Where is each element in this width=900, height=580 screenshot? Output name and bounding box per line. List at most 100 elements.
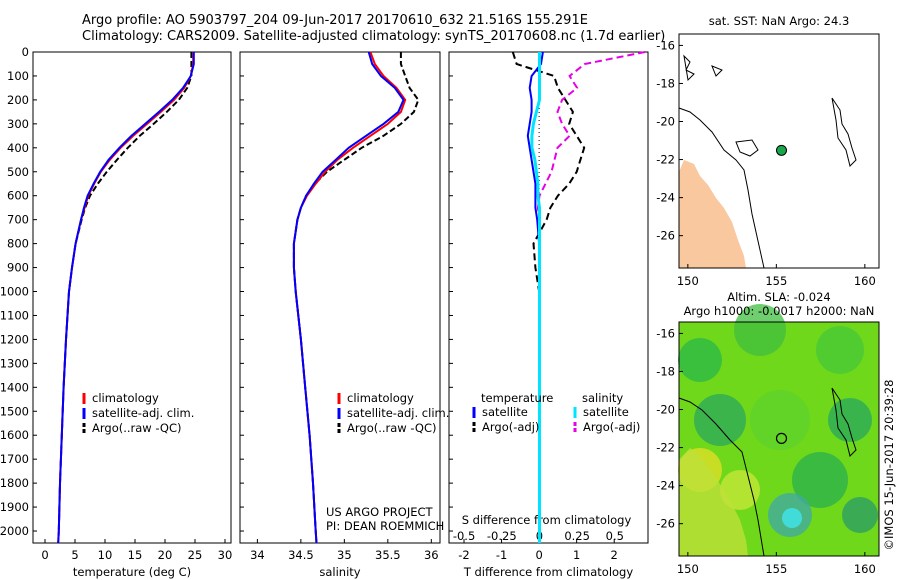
sla-title-line1: Altim. SLA: -0.024 (727, 290, 831, 304)
depth-tick-label: 1300 (0, 356, 29, 370)
reef-contour (683, 54, 695, 82)
depth-tick-label: 1800 (0, 476, 29, 490)
sdiff-legend-label: Argo(-adj) (583, 420, 640, 434)
temperature-x-tick-label: 30 (218, 548, 233, 562)
depth-tick-label: 600 (7, 189, 29, 203)
depth-tick-label: 100 (7, 69, 29, 83)
temperature-x-tick-label: 5 (71, 548, 78, 562)
salinity-legend-label: Argo(..raw -QC) (347, 421, 437, 435)
salinity-climatology-line (292, 51, 407, 544)
depth-tick-label: 1900 (0, 500, 29, 514)
depth-tick-label: 700 (7, 213, 29, 227)
sla-map-lon-label: 160 (854, 562, 876, 576)
tdiff-x-tick-label: -1 (496, 548, 507, 562)
salinity-legend-label: satellite-adj. clim. (347, 406, 449, 420)
salinity-x-tick-label: 35 (337, 548, 352, 562)
salinity-x-tick-label: 34.5 (288, 548, 314, 562)
temperature-x-tick-label: 20 (158, 548, 173, 562)
depth-tick-label: 500 (7, 165, 29, 179)
salinity-panel (239, 51, 441, 544)
sla-anomaly-blob (678, 338, 722, 382)
sdiff-legend-title: salinity (582, 391, 623, 405)
tdiff-xlabel: T difference from climatology (463, 565, 634, 579)
temperature-x-tick-label: 10 (98, 548, 113, 562)
new-caledonia-contour (831, 97, 857, 167)
temperature-legend-label: Argo(..raw -QC) (92, 421, 182, 435)
sla-anomaly-blob (734, 304, 786, 356)
tdiff-x-tick-label: -2 (458, 548, 469, 562)
depth-tick-label: 1200 (0, 332, 29, 346)
salinity-legend-label: climatology (347, 391, 414, 405)
sla-map-lat-label: -22 (656, 441, 675, 455)
sla-new-caledonia-contour (831, 387, 857, 457)
temperature-x-tick-label: 15 (128, 548, 143, 562)
sdiff-satellite-line (530, 52, 541, 543)
sst-map-lat-label: -24 (656, 191, 675, 205)
depth-tick-label: 1600 (0, 428, 29, 442)
salinity-satellite-line (292, 51, 405, 544)
depth-tick-label: 1500 (0, 404, 29, 418)
depth-tick-label: 0 (22, 45, 29, 59)
header-line1: Argo profile: AO 5903797_204 09-Jun-2017… (82, 13, 588, 28)
temperature-x-tick-label: 25 (188, 548, 203, 562)
credit-project: US ARGO PROJECT (326, 505, 434, 519)
tdiff-x-tick-label: 1 (573, 548, 580, 562)
sla-map-lat-label: -18 (656, 364, 675, 378)
bathymetry-contour (678, 107, 765, 269)
depth-tick-label: 1000 (0, 285, 29, 299)
sla-anomaly-blob (842, 497, 878, 533)
australia-land-sla (679, 448, 748, 556)
salinity-x-tick-label: 34 (250, 548, 265, 562)
temperature-panel (32, 51, 232, 544)
temperature-satellite-line (57, 52, 195, 544)
sdiff-tick-label: -0.5 (453, 529, 475, 543)
depth-tick-label: 2000 (0, 524, 29, 538)
temperature-climatology-line (57, 52, 195, 544)
sdiff-tick-label: 0.5 (606, 529, 624, 543)
sst-map-lat-label: -18 (656, 76, 675, 90)
sla-bathymetry-contour (678, 397, 765, 557)
depth-tick-label: 1400 (0, 380, 29, 394)
depth-tick-label: 800 (7, 237, 29, 251)
sla-map-frame (678, 321, 880, 557)
sst-map-title: sat. SST: NaN Argo: 24.3 (709, 14, 850, 28)
tdiff-legend-label: satellite (482, 405, 528, 419)
sla-anomaly-blob (750, 390, 810, 450)
temperature-argo-line (57, 52, 193, 544)
depth-tick-label: 400 (7, 141, 29, 155)
sst-map-lat-label: -16 (656, 38, 675, 52)
depth-tick-label: 200 (7, 93, 29, 107)
depth-tick-label: 1100 (0, 308, 29, 322)
tdiff-argo-line (511, 51, 586, 543)
depth-tick-label: 1700 (0, 452, 29, 466)
temperature-legend-label: climatology (92, 391, 159, 405)
australia-land (679, 160, 746, 268)
sla-anomaly-blob (828, 398, 872, 442)
sdiff-argo-line (536, 51, 646, 543)
argo-marker (775, 144, 787, 156)
sla-map-lat-label: -20 (656, 403, 675, 417)
depth-tick-label: 900 (7, 261, 29, 275)
sla-map-lat-label: -26 (656, 517, 675, 531)
sla-map-lon-label: 155 (765, 562, 787, 576)
header-line2: Climatology: CARS2009. Satellite-adjuste… (82, 29, 666, 44)
depth-tick-label: 300 (7, 117, 29, 131)
sla-anomaly-blob (792, 452, 848, 508)
tdiff-legend-label: Argo(-adj) (482, 420, 539, 434)
sdiff-legend-label: satellite (583, 405, 629, 419)
salinity-xlabel: salinity (319, 565, 360, 579)
tdiff-x-tick-label: 2 (611, 548, 618, 562)
sdiff-tick-label: -0.25 (487, 529, 517, 543)
imos-watermark: ©IMOS 15-Jun-2017 20:39:28 (882, 380, 896, 551)
tdiff-x-tick-label: 0 (535, 548, 542, 562)
reef-contour (711, 65, 723, 77)
temperature-x-tick-label: 0 (41, 548, 48, 562)
sla-anomaly-blob (694, 394, 746, 446)
salinity-argo-line (292, 52, 420, 544)
sdiff-tick-label: 0.25 (564, 529, 590, 543)
sst-map-lon-label: 150 (677, 274, 699, 288)
salinity-x-tick-label: 36 (424, 548, 439, 562)
sla-anomaly-blob (782, 508, 802, 528)
sst-map-lon-label: 155 (765, 274, 787, 288)
